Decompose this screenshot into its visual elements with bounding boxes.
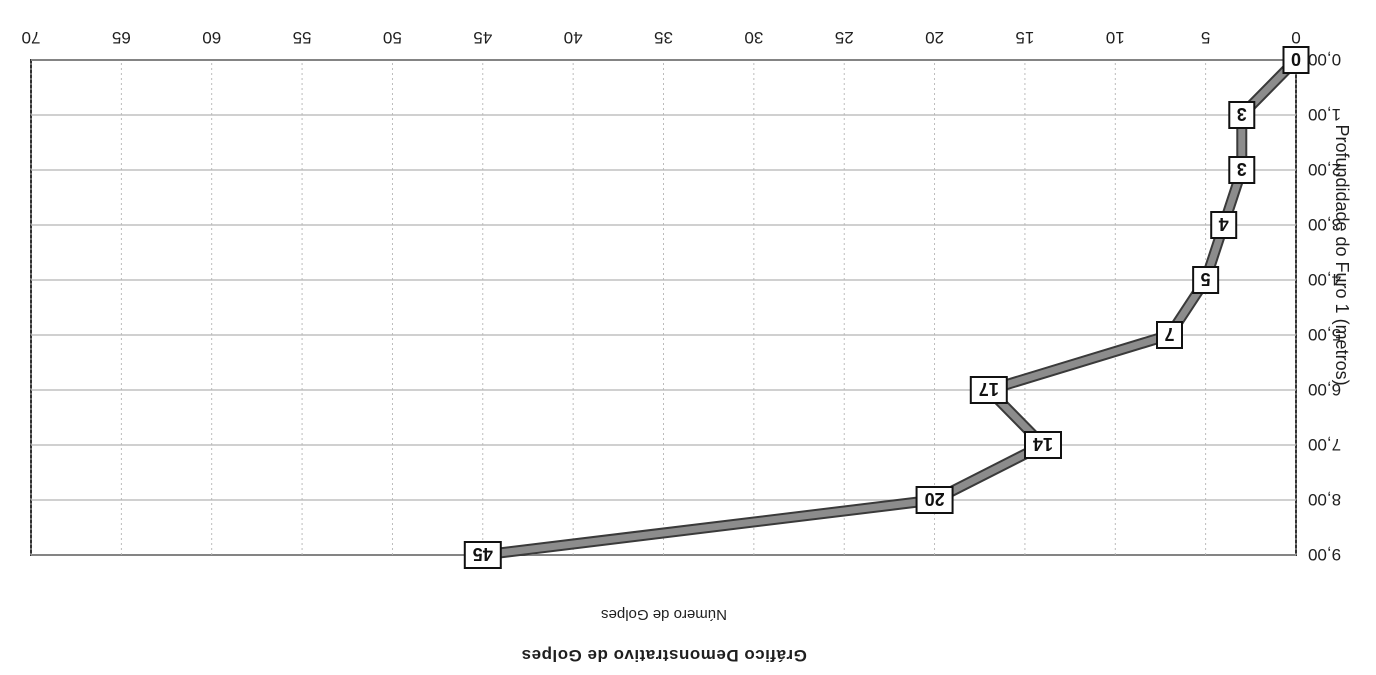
x-tick-label: 50 — [383, 28, 402, 47]
data-label: 5 — [1192, 266, 1220, 294]
data-label: 14 — [1024, 431, 1062, 459]
x-tick-labels: 0 5 10 15 20 25 30 35 40 45 50 55 60 65 70 — [22, 28, 1301, 47]
x-tick-label: 35 — [654, 28, 673, 47]
data-label-box — [915, 486, 954, 514]
data-label-box — [1192, 266, 1220, 294]
data-label-box — [1228, 156, 1256, 184]
y-axis-label: Profundidade do Furo 1 (metros) — [1332, 124, 1352, 385]
x-tick-label: 70 — [22, 28, 41, 47]
y-tick-label: 9,00 — [1308, 545, 1341, 564]
data-label-text: 5 — [1201, 269, 1211, 289]
data-label-text: 0 — [1291, 49, 1301, 69]
data-label-box — [1210, 211, 1238, 239]
data-label: 0 — [1282, 46, 1310, 74]
data-label-text: 17 — [979, 379, 999, 399]
x-tick-label: 0 — [1291, 28, 1300, 47]
series-line — [482, 56, 1300, 561]
x-tick-label: 15 — [1015, 28, 1034, 47]
data-label-text: 3 — [1237, 159, 1247, 179]
data-label: 20 — [915, 486, 954, 514]
data-label-text: 14 — [1033, 434, 1053, 454]
data-label: 3 — [1228, 101, 1256, 129]
data-label-box — [463, 541, 502, 569]
x-tick-label: 60 — [202, 28, 221, 47]
gridlines — [30, 59, 1297, 556]
y-tick-labels: 0,00 1,00 2,00 3,00 4,00 5,00 6,00 7,00 8,00 9,00 — [1308, 50, 1341, 564]
x-tick-label: 45 — [473, 28, 492, 47]
data-label-box — [1228, 101, 1256, 129]
y-tick-label: 4,00 — [1308, 270, 1341, 289]
chart-title: Gráfico Demonstrativo de Golpes — [521, 646, 807, 665]
x-tick-label: 20 — [925, 28, 944, 47]
y-tick-label: 6,00 — [1308, 380, 1341, 399]
x-tick-label: 40 — [564, 28, 583, 47]
y-tick-label: 0,00 — [1308, 50, 1341, 69]
series-line — [482, 57, 1299, 559]
data-label-text: 4 — [1219, 214, 1229, 234]
y-tick-label: 8,00 — [1308, 490, 1341, 509]
data-label-text: 3 — [1237, 104, 1247, 124]
plot-frame — [30, 59, 1297, 556]
data-label: 4 — [1210, 211, 1238, 239]
data-label-box — [1024, 431, 1062, 459]
x-tick-label: 30 — [744, 28, 763, 47]
y-tick-label: 5,00 — [1308, 325, 1341, 344]
x-tick-label: 10 — [1106, 28, 1125, 47]
y-tick-label: 1,00 — [1308, 105, 1341, 124]
x-axis-label: Número de Golpes — [601, 606, 727, 623]
data-label: 3 — [1228, 156, 1256, 184]
data-label: 45 — [463, 541, 502, 569]
x-tick-label: 55 — [293, 28, 312, 47]
x-tick-label: 65 — [112, 28, 131, 47]
x-tick-label: 5 — [1201, 28, 1210, 47]
y-tick-label: 3,00 — [1308, 215, 1341, 234]
data-label-text: 45 — [473, 544, 493, 564]
data-label-box — [1282, 46, 1310, 74]
data-label: 7 — [1156, 321, 1183, 349]
data-label-box — [1156, 321, 1183, 349]
y-tick-label: 2,00 — [1308, 160, 1341, 179]
x-tick-label: 25 — [835, 28, 854, 47]
data-label: 17 — [969, 376, 1008, 404]
data-label-text: 20 — [925, 489, 945, 509]
data-label-text: 7 — [1164, 324, 1174, 344]
y-tick-label: 7,00 — [1308, 435, 1341, 454]
data-label-box — [969, 376, 1008, 404]
